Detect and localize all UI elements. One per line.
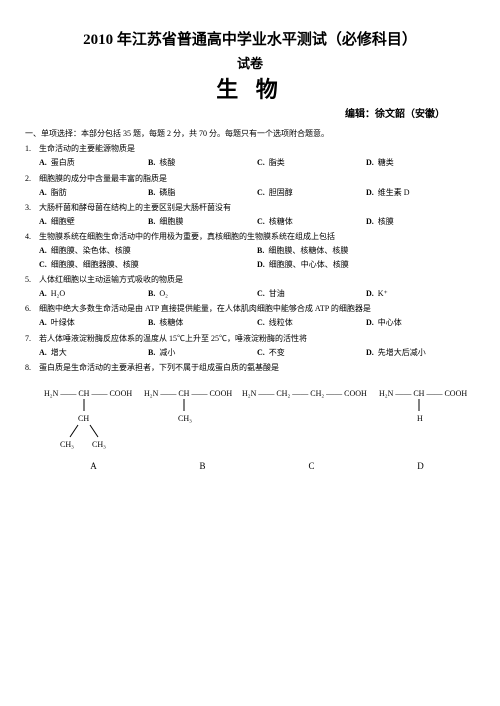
q-number: 3. bbox=[25, 202, 39, 213]
question-1: 1. 生命活动的主要能源物质是 A.蛋白质 B.核酸 C.脂类 D.糖类 bbox=[25, 143, 475, 168]
option-d: D.糖类 bbox=[366, 157, 475, 168]
option-b: B.磷脂 bbox=[148, 187, 257, 198]
q-stem: 生物膜系统在细胞生命活动中的作用极为重要，真核细胞的生物膜系统在组成上包括 bbox=[39, 231, 475, 242]
label-a: A bbox=[39, 460, 148, 473]
structure-a: H₂N —— CH —— COOH CH CH₃ CH₃ bbox=[39, 381, 139, 456]
label-d: D bbox=[366, 460, 475, 473]
q-number: 4. bbox=[25, 231, 39, 242]
q-number: 1. bbox=[25, 143, 39, 154]
q-options: A.叶绿体 B.核糖体 C.线粒体 D.中心体 bbox=[25, 317, 475, 328]
q-options: A.蛋白质 B.核酸 C.脂类 D.糖类 bbox=[25, 157, 475, 168]
option-c: C.胆固醇 bbox=[257, 187, 366, 198]
q-stem: 大肠杆菌和酵母菌在结构上的主要区别是大肠杆菌没有 bbox=[39, 202, 475, 213]
option-c: C.线粒体 bbox=[257, 317, 366, 328]
q-stem: 生命活动的主要能源物质是 bbox=[39, 143, 475, 154]
q-options: A.细胞壁 B.细胞膜 C.核糖体 D.核膜 bbox=[25, 216, 475, 227]
structure-c: H₂N —— CH₂ —— CH₂ —— COOH bbox=[240, 381, 375, 456]
q-number: 5. bbox=[25, 274, 39, 285]
section-intro: 一、单项选择：本部分包括 35 题，每题 2 分，共 70 分。每题只有一个选项… bbox=[25, 128, 475, 139]
option-c: C.脂类 bbox=[257, 157, 366, 168]
option-c: C.细胞膜、细胞器膜、核膜 bbox=[39, 259, 257, 270]
option-a: A.H₂O bbox=[39, 288, 148, 299]
q-stem: 蛋白质是生命活动的主要承担者，下列不属于组成蛋白质的氨基酸是 bbox=[39, 362, 475, 373]
q-stem: 细胞膜的成分中含量最丰富的脂质是 bbox=[39, 173, 475, 184]
question-5: 5. 人体红细胞以主动运输方式吸收的物质是 A.H₂O B.O₂ C.甘油 D.… bbox=[25, 274, 475, 299]
option-a: A.细胞膜、染色体、核膜 bbox=[39, 245, 257, 256]
q-number: 2. bbox=[25, 173, 39, 184]
chemistry-structures: H₂N —— CH —— COOH CH CH₃ CH₃ H₂N —— CH —… bbox=[25, 381, 475, 456]
structure-labels: A B C D bbox=[25, 460, 475, 473]
label-b: B bbox=[148, 460, 257, 473]
question-7: 7. 若人体唾液淀粉酶反应体系的温度从 15℃上升至 25℃，唾液淀粉酶的活性将… bbox=[25, 333, 475, 358]
q-stem: 若人体唾液淀粉酶反应体系的温度从 15℃上升至 25℃，唾液淀粉酶的活性将 bbox=[39, 333, 475, 344]
option-b: B.核糖体 bbox=[148, 317, 257, 328]
option-b: B.细胞膜 bbox=[148, 216, 257, 227]
exam-title-line2: 试卷 bbox=[25, 55, 475, 73]
option-c: C.核糖体 bbox=[257, 216, 366, 227]
option-a: A.蛋白质 bbox=[39, 157, 148, 168]
label-c: C bbox=[257, 460, 366, 473]
option-c: C.不变 bbox=[257, 347, 366, 358]
question-2: 2. 细胞膜的成分中含量最丰富的脂质是 A.脂肪 B.磷脂 C.胆固醇 D.维生… bbox=[25, 173, 475, 198]
q-number: 8. bbox=[25, 362, 39, 373]
svg-text:CH: CH bbox=[78, 414, 89, 423]
q-number: 6. bbox=[25, 303, 39, 314]
svg-text:CH₃: CH₃ bbox=[60, 440, 74, 449]
option-b: B.减小 bbox=[148, 347, 257, 358]
option-d: D.先增大后减小 bbox=[366, 347, 475, 358]
q-number: 7. bbox=[25, 333, 39, 344]
option-d: D.维生素 D bbox=[366, 187, 475, 198]
q-options: A.H₂O B.O₂ C.甘油 D.K⁺ bbox=[25, 288, 475, 299]
option-b: B.细胞膜、核糖体、核膜 bbox=[257, 245, 475, 256]
option-d: D.核膜 bbox=[366, 216, 475, 227]
svg-text:CH₃: CH₃ bbox=[178, 414, 192, 423]
q-options: A.增大 B.减小 C.不变 D.先增大后减小 bbox=[25, 347, 475, 358]
structure-d: H₂N —— CH —— COOH H bbox=[375, 381, 475, 456]
option-a: A.增大 bbox=[39, 347, 148, 358]
option-b: B.核酸 bbox=[148, 157, 257, 168]
q-options-row2: C.细胞膜、细胞器膜、核膜 D.细胞膜、中心体、核膜 bbox=[25, 259, 475, 270]
option-a: A.脂肪 bbox=[39, 187, 148, 198]
option-c: C.甘油 bbox=[257, 288, 366, 299]
question-8: 8. 蛋白质是生命活动的主要承担者，下列不属于组成蛋白质的氨基酸是 H₂N ——… bbox=[25, 362, 475, 473]
option-b: B.O₂ bbox=[148, 288, 257, 299]
q-stem: 细胞中绝大多数生命活动是由 ATP 直接提供能量，在人体肌肉细胞中能够合成 AT… bbox=[39, 303, 475, 314]
svg-text:H₂N —— CH —— COOH: H₂N —— CH —— COOH bbox=[379, 389, 467, 398]
option-d: D.细胞膜、中心体、核膜 bbox=[257, 259, 475, 270]
question-3: 3. 大肠杆菌和酵母菌在结构上的主要区别是大肠杆菌没有 A.细胞壁 B.细胞膜 … bbox=[25, 202, 475, 227]
question-4: 4. 生物膜系统在细胞生命活动中的作用极为重要，真核细胞的生物膜系统在组成上包括… bbox=[25, 231, 475, 270]
q-stem: 人体红细胞以主动运输方式吸收的物质是 bbox=[39, 274, 475, 285]
svg-text:CH₃: CH₃ bbox=[92, 440, 106, 449]
svg-text:H: H bbox=[417, 414, 423, 423]
svg-text:H₂N —— CH —— COOH: H₂N —— CH —— COOH bbox=[144, 389, 232, 398]
exam-subject: 生 物 bbox=[25, 75, 475, 106]
q-options-row1: A.细胞膜、染色体、核膜 B.细胞膜、核糖体、核膜 bbox=[25, 245, 475, 256]
svg-text:H₂N —— CH₂ —— CH₂ —— COOH: H₂N —— CH₂ —— CH₂ —— COOH bbox=[242, 389, 367, 398]
svg-text:H₂N —— CH —— COOH: H₂N —— CH —— COOH bbox=[44, 389, 132, 398]
exam-title-line1: 2010 年江苏省普通高中学业水平测试（必修科目） bbox=[25, 30, 475, 51]
option-a: A.叶绿体 bbox=[39, 317, 148, 328]
option-d: D.中心体 bbox=[366, 317, 475, 328]
question-6: 6. 细胞中绝大多数生命活动是由 ATP 直接提供能量，在人体肌肉细胞中能够合成… bbox=[25, 303, 475, 328]
option-d: D.K⁺ bbox=[366, 288, 475, 299]
structure-b: H₂N —— CH —— COOH CH₃ bbox=[139, 381, 239, 456]
q-options: A.脂肪 B.磷脂 C.胆固醇 D.维生素 D bbox=[25, 187, 475, 198]
editor-credit: 编辑：徐文韶（安徽） bbox=[25, 108, 475, 122]
option-a: A.细胞壁 bbox=[39, 216, 148, 227]
